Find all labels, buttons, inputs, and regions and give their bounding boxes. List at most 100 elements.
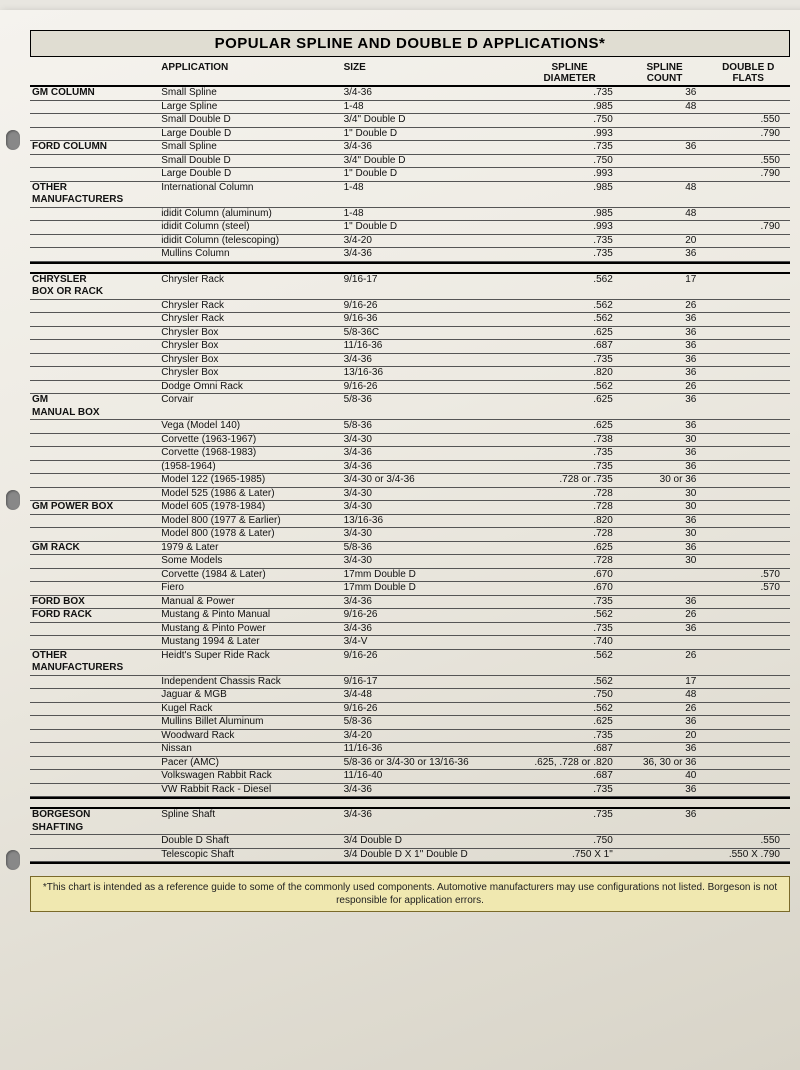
category-cell <box>30 460 159 474</box>
category-cell <box>30 582 159 596</box>
table-row: GMMANUAL BOXCorvair5/8-36.62536 <box>30 394 790 420</box>
table-row: Corvette (1968-1983)3/4-36.73536 <box>30 447 790 461</box>
table-row: GM COLUMNSmall Spline3/4-36.73536 <box>30 86 790 100</box>
category-cell: GM POWER BOX <box>30 501 159 515</box>
table-row: Vega (Model 140)5/8-36.62536 <box>30 420 790 434</box>
table-row: Independent Chassis Rack9/16-17.56217 <box>30 675 790 689</box>
category-cell <box>30 770 159 784</box>
category-cell <box>30 622 159 636</box>
category-cell <box>30 835 159 849</box>
table-row: FORD BOXManual & Power3/4-36.73536 <box>30 595 790 609</box>
table-row: Nissan11/16-36.68736 <box>30 743 790 757</box>
table-row: ididit Column (aluminum)1-48.98548 <box>30 207 790 221</box>
spec-table: APPLICATION SIZE SPLINEDIAMETER SPLINECO… <box>30 61 790 864</box>
col-application: APPLICATION <box>159 61 341 85</box>
category-cell <box>30 313 159 327</box>
col-size: SIZE <box>342 61 517 85</box>
table-row: FORD COLUMNSmall Spline3/4-36.73536 <box>30 141 790 155</box>
category-cell <box>30 528 159 542</box>
category-cell <box>30 127 159 141</box>
table-row: Small Double D3/4" Double D.750.550 <box>30 114 790 128</box>
category-cell <box>30 783 159 797</box>
col-blank <box>30 61 159 85</box>
category-cell <box>30 555 159 569</box>
table-row: Chrysler Rack9/16-36.56236 <box>30 313 790 327</box>
table-row: Volkswagen Rabbit Rack11/16-40.68740 <box>30 770 790 784</box>
table-row: ididit Column (telescoping)3/4-20.73520 <box>30 234 790 248</box>
category-cell <box>30 420 159 434</box>
category-cell <box>30 568 159 582</box>
table-row: Chrysler Box13/16-36.82036 <box>30 367 790 381</box>
table-row: Pacer (AMC)5/8-36 or 3/4-30 or 13/16-36.… <box>30 756 790 770</box>
category-cell <box>30 433 159 447</box>
table-row: Fiero17mm Double D.670.570 <box>30 582 790 596</box>
table-row: Chrysler Box3/4-36.73536 <box>30 353 790 367</box>
table-row: Chrysler Rack9/16-26.56226 <box>30 299 790 313</box>
table-row: Jaguar & MGB3/4-48.75048 <box>30 689 790 703</box>
category-cell <box>30 702 159 716</box>
category-cell <box>30 675 159 689</box>
table-row: Large Spline1-48.98548 <box>30 100 790 114</box>
category-cell: GM RACK <box>30 541 159 555</box>
table-row: Model 800 (1978 & Later)3/4-30.72830 <box>30 528 790 542</box>
category-cell <box>30 221 159 235</box>
table-row: CHRYSLERBOX OR RACKChrysler Rack9/16-17.… <box>30 273 790 300</box>
category-cell <box>30 168 159 182</box>
col-flats: DOUBLE DFLATS <box>706 61 790 85</box>
category-cell: FORD RACK <box>30 609 159 623</box>
table-row: Some Models3/4-30.72830 <box>30 555 790 569</box>
category-cell <box>30 487 159 501</box>
category-cell <box>30 367 159 381</box>
table-row: Kugel Rack9/16-26.56226 <box>30 702 790 716</box>
category-cell <box>30 380 159 394</box>
category-cell: GMMANUAL BOX <box>30 394 159 420</box>
table-row: Telescopic Shaft3/4 Double D X 1" Double… <box>30 848 790 862</box>
table-row: OTHERMANUFACTURERSHeidt's Super Ride Rac… <box>30 649 790 675</box>
table-row: Corvette (1984 & Later)17mm Double D.670… <box>30 568 790 582</box>
category-cell <box>30 729 159 743</box>
table-row: Model 800 (1977 & Earlier)13/16-36.82036 <box>30 514 790 528</box>
category-cell: BORGESONSHAFTING <box>30 808 159 835</box>
table-row: FORD RACKMustang & Pinto Manual9/16-26.5… <box>30 609 790 623</box>
table-row: Large Double D1" Double D.993.790 <box>30 127 790 141</box>
category-cell: OTHERMANUFACTURERS <box>30 181 159 207</box>
category-cell <box>30 326 159 340</box>
table-row: VW Rabbit Rack - Diesel3/4-36.73536 <box>30 783 790 797</box>
table-row: Large Double D1" Double D.993.790 <box>30 168 790 182</box>
table-row: (1958-1964)3/4-36.73536 <box>30 460 790 474</box>
table-row: Small Double D3/4" Double D.750.550 <box>30 154 790 168</box>
category-cell <box>30 248 159 262</box>
col-diameter: SPLINEDIAMETER <box>516 61 622 85</box>
category-cell <box>30 340 159 354</box>
col-count: SPLINECOUNT <box>623 61 707 85</box>
table-row: GM RACK1979 & Later5/8-36.62536 <box>30 541 790 555</box>
category-cell <box>30 234 159 248</box>
table-row: Dodge Omni Rack9/16-26.56226 <box>30 380 790 394</box>
category-cell: FORD COLUMN <box>30 141 159 155</box>
category-cell <box>30 353 159 367</box>
category-cell <box>30 636 159 650</box>
table-row: Model 525 (1986 & Later)3/4-30.72830 <box>30 487 790 501</box>
table-row: Mustang & Pinto Power3/4-36.73536 <box>30 622 790 636</box>
category-cell <box>30 114 159 128</box>
table-row: Corvette (1963-1967)3/4-30.73830 <box>30 433 790 447</box>
category-cell <box>30 154 159 168</box>
category-cell <box>30 756 159 770</box>
table-row: OTHERMANUFACTURERSInternational Column1-… <box>30 181 790 207</box>
page-title: POPULAR SPLINE AND DOUBLE D APPLICATIONS… <box>30 30 790 57</box>
category-cell <box>30 299 159 313</box>
table-row: Model 122 (1965-1985)3/4-30 or 3/4-36.72… <box>30 474 790 488</box>
table-row: Double D Shaft3/4 Double D.750.550 <box>30 835 790 849</box>
category-cell <box>30 474 159 488</box>
category-cell <box>30 689 159 703</box>
table-row: GM POWER BOXModel 605 (1978-1984)3/4-30.… <box>30 501 790 515</box>
category-cell <box>30 716 159 730</box>
category-cell <box>30 848 159 862</box>
category-cell: CHRYSLERBOX OR RACK <box>30 273 159 300</box>
footnote: *This chart is intended as a reference g… <box>30 876 790 912</box>
table-row: Mullins Column3/4-36.73536 <box>30 248 790 262</box>
category-cell <box>30 207 159 221</box>
category-cell: FORD BOX <box>30 595 159 609</box>
category-cell: OTHERMANUFACTURERS <box>30 649 159 675</box>
table-row: Chrysler Box11/16-36.68736 <box>30 340 790 354</box>
